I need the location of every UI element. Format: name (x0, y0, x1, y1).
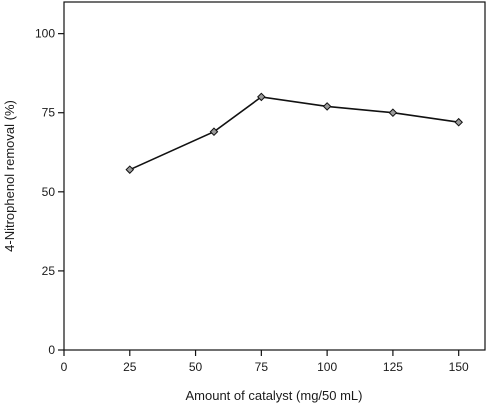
x-tick-label: 0 (61, 360, 68, 374)
y-axis-ticks: 0 25 50 75 100 (35, 27, 64, 357)
y-tick-label: 50 (42, 185, 56, 199)
y-tick-label: 75 (42, 106, 56, 120)
data-point-marker (454, 117, 463, 127)
x-tick-label: 50 (189, 360, 203, 374)
y-tick-label: 25 (42, 264, 56, 278)
x-tick-label: 25 (123, 360, 137, 374)
x-tick-label: 150 (449, 360, 469, 374)
x-tick-label: 125 (383, 360, 403, 374)
data-point-marker (209, 127, 219, 137)
y-tick-label: 100 (35, 27, 55, 41)
y-tick-label: 0 (48, 343, 55, 357)
data-point-marker (388, 108, 398, 118)
x-axis-label: Amount of catalyst (mg/50 mL) (185, 388, 362, 403)
data-point-marker (125, 165, 135, 174)
series-line (129, 96, 459, 171)
series-layer (125, 92, 463, 174)
data-point-marker (322, 102, 332, 111)
plot-frame (63, 1, 486, 351)
y-axis-label: 4-Nitrophenol removal (%) (2, 100, 17, 252)
data-point-marker (257, 92, 266, 102)
x-tick-label: 100 (317, 360, 337, 374)
x-axis-ticks: 0 25 50 75 100 125 150 (61, 350, 469, 374)
x-tick-label: 75 (255, 360, 269, 374)
